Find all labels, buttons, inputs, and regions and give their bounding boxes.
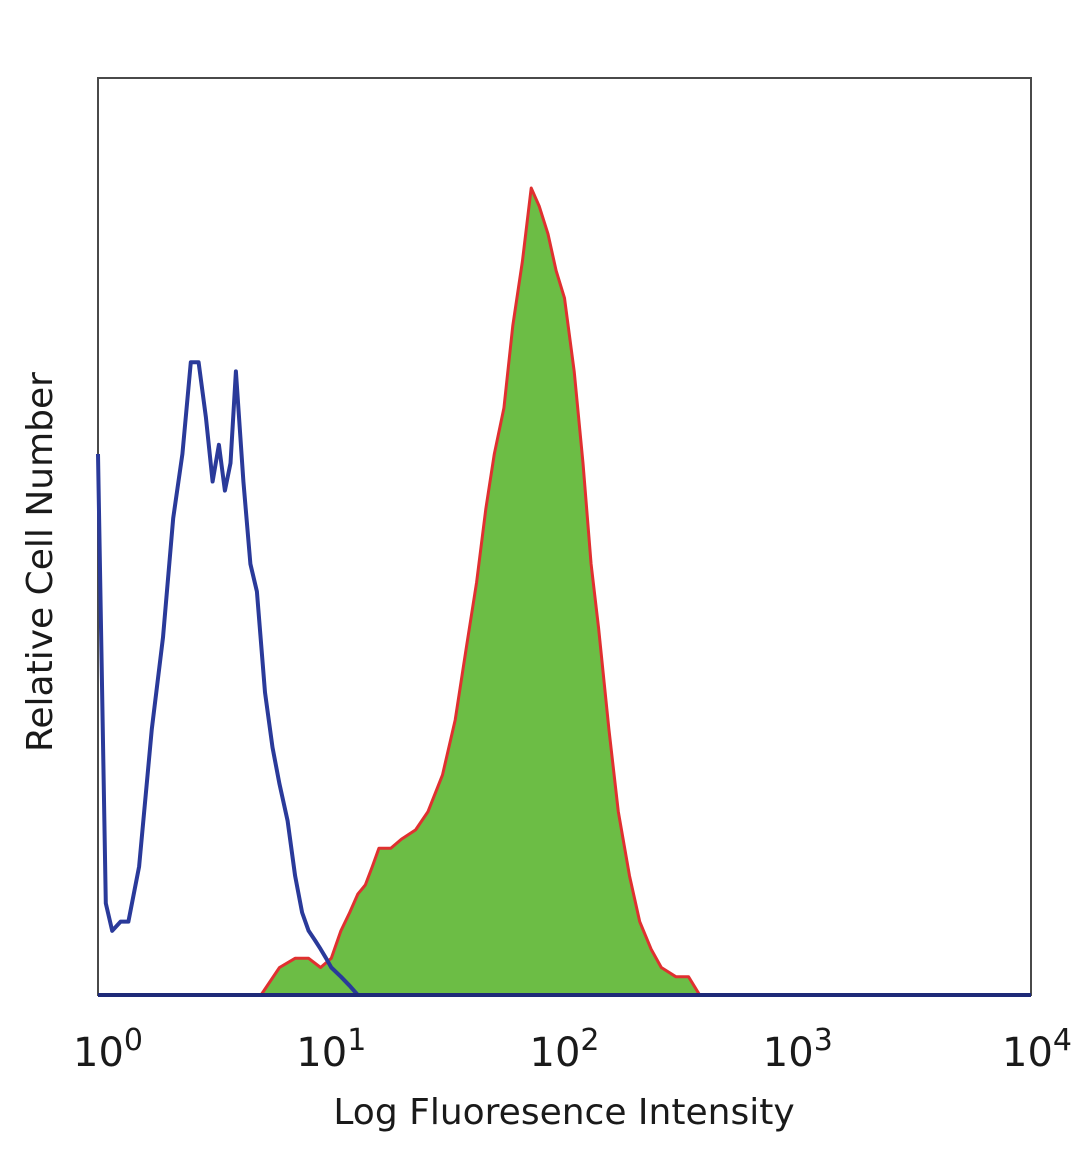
x-tick-labels: 100 101 102 103 104 <box>73 1023 1072 1076</box>
outline-histogram-series <box>96 360 366 997</box>
x-axis-title: Log Fluoresence Intensity <box>333 1092 794 1133</box>
y-axis-title: Relative Cell Number <box>20 372 61 752</box>
x-tick-label: 102 <box>530 1023 600 1076</box>
filled-histogram-series <box>259 186 702 997</box>
series-layer <box>96 186 702 997</box>
x-tick-label: 103 <box>763 1023 833 1076</box>
x-tick-label: 104 <box>1002 1023 1072 1076</box>
x-tick-label: 101 <box>296 1023 366 1076</box>
x-tick-label: 100 <box>73 1023 143 1076</box>
